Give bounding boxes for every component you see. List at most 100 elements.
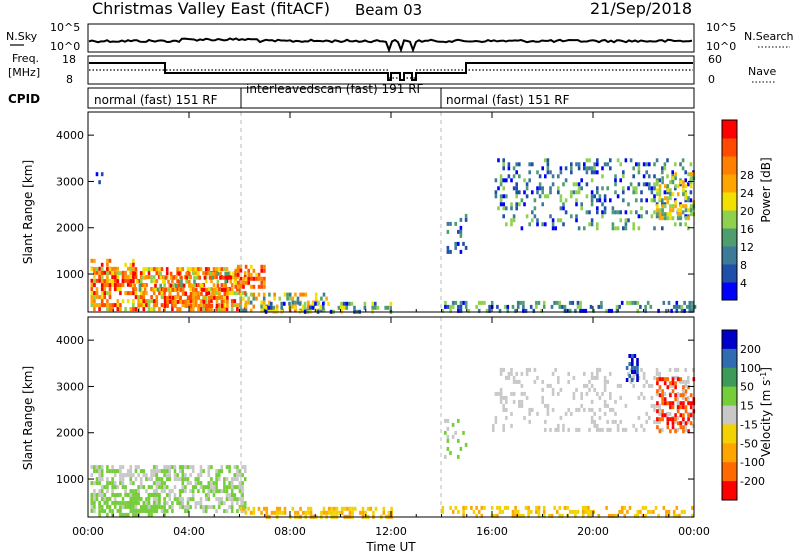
range-cell: [178, 477, 182, 482]
range-cell: [661, 413, 664, 418]
range-cell: [653, 174, 656, 179]
range-cell: [106, 299, 109, 304]
range-cell: [103, 295, 107, 300]
range-cell: [570, 411, 573, 416]
range-cell: [596, 162, 599, 167]
range-cell: [278, 506, 282, 511]
range-cell: [590, 166, 594, 171]
range-cell: [671, 405, 675, 410]
range-cell: [520, 383, 524, 388]
range-cell: [152, 481, 156, 486]
range-cell: [661, 180, 664, 185]
range-cell: [233, 291, 237, 296]
range-cell: [676, 405, 680, 410]
colorbar-tick-label: 4: [740, 277, 747, 290]
range-cell: [309, 305, 312, 310]
range-cell: [679, 377, 683, 382]
range-cell: [611, 210, 615, 215]
range-cell: [590, 407, 594, 412]
range-cell: [236, 469, 239, 474]
range-cell: [559, 206, 563, 211]
range-cell: [541, 395, 544, 400]
range-cell: [577, 186, 581, 191]
range-cell: [224, 283, 227, 288]
range-cell: [674, 385, 677, 390]
range-cell: [197, 283, 200, 288]
range-cell: [238, 287, 242, 292]
range-cell: [194, 477, 198, 482]
range-cell: [550, 304, 554, 309]
range-cell: [201, 287, 204, 292]
range-cell: [496, 513, 499, 518]
range-cell: [558, 300, 562, 305]
range-cell: [226, 295, 229, 300]
range-cell: [658, 188, 662, 193]
range-cell: [682, 425, 685, 430]
range-cell: [142, 291, 146, 296]
range-cell: [528, 419, 531, 424]
range-cell: [464, 304, 468, 309]
range-cell: [454, 245, 457, 250]
range-cell: [693, 304, 697, 309]
range-cell: [656, 381, 659, 386]
range-cell: [98, 271, 101, 276]
range-cell: [577, 407, 581, 412]
range-cell: [671, 381, 675, 386]
range-cell: [205, 303, 208, 308]
range-cell: [454, 505, 458, 510]
range-cell: [191, 493, 195, 498]
range-cell: [207, 287, 211, 292]
range-cell: [158, 500, 161, 505]
range-cell: [100, 504, 104, 509]
range-cell: [129, 267, 133, 272]
range-cell: [480, 513, 484, 518]
nave-series: [89, 69, 693, 79]
range-cell: [184, 489, 187, 494]
range-cell: [291, 300, 295, 305]
range-cell: [249, 308, 253, 313]
range-cell: [527, 505, 530, 510]
range-cell: [106, 307, 109, 312]
range-cell: [502, 427, 505, 432]
range-cell: [644, 304, 647, 309]
range-cell: [260, 276, 263, 281]
x-tick-label: 08:00: [274, 525, 306, 538]
range-cell: [684, 409, 688, 414]
range-cell: [627, 371, 630, 376]
range-cell: [228, 469, 231, 474]
range-cell: [457, 418, 460, 423]
range-cell: [181, 267, 185, 272]
range-cell: [171, 505, 174, 510]
range-cell: [191, 469, 195, 474]
range-cell: [212, 493, 216, 498]
range-cell: [640, 367, 643, 372]
range-cell: [201, 283, 204, 288]
range-cell: [603, 399, 607, 404]
range-cell: [528, 162, 531, 167]
colorbar-swatch: [722, 246, 737, 265]
range-cell: [197, 489, 200, 494]
range-cell: [111, 465, 114, 470]
range-cell: [116, 307, 120, 312]
range-cell: [656, 212, 659, 217]
range-cell: [512, 174, 516, 179]
range-cell: [212, 485, 216, 490]
range-cell: [111, 267, 114, 272]
range-cell: [596, 190, 599, 195]
range-cell: [174, 287, 177, 292]
range-cell: [165, 477, 169, 482]
range-cell: [520, 403, 524, 408]
range-cell: [583, 166, 586, 171]
range-cell: [674, 417, 677, 422]
range-cell: [598, 407, 602, 412]
range-cell: [575, 182, 578, 187]
range-cell: [210, 295, 213, 300]
range-cell: [134, 496, 138, 501]
range-cell: [462, 241, 465, 246]
range-cell: [371, 305, 374, 310]
range-cell: [100, 295, 104, 300]
range-cell: [567, 379, 570, 384]
range-cell: [614, 399, 617, 404]
colorbar-tick-label: 200: [740, 343, 761, 356]
range-cell: [537, 505, 541, 510]
